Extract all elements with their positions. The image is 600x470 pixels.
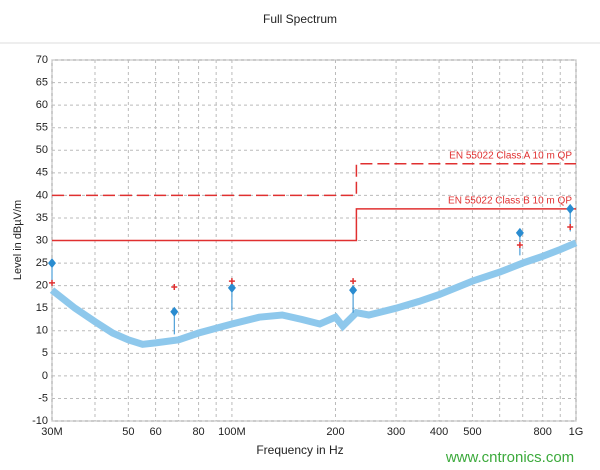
qp-marker xyxy=(227,282,236,293)
peak-marker xyxy=(516,242,523,249)
x-tick-label: 800 xyxy=(533,426,551,438)
limit-label: EN 55022 Class B 10 m QP xyxy=(448,196,572,207)
series-line xyxy=(52,163,576,197)
qp-marker xyxy=(515,227,524,238)
y-tick-label: 45 xyxy=(36,167,48,179)
y-tick-label: -10 xyxy=(32,415,48,427)
qp-marker xyxy=(349,285,358,296)
x-tick-label: 1G xyxy=(569,426,584,438)
qp-marker xyxy=(48,258,56,269)
x-tick-label: 500 xyxy=(463,426,481,438)
y-tick-label: 0 xyxy=(42,370,48,382)
x-tick-label: 60 xyxy=(149,426,161,438)
y-tick-label: 40 xyxy=(36,189,48,201)
peak-marker xyxy=(49,279,55,286)
series-line xyxy=(49,239,578,348)
x-tick-label: 80 xyxy=(192,426,204,438)
y-tick-label: 10 xyxy=(36,325,48,337)
peak-marker xyxy=(567,223,574,230)
y-tick-label: 55 xyxy=(36,122,48,134)
x-tick-label: 50 xyxy=(122,426,134,438)
limit-label: EN 55022 Class A 10 m QP xyxy=(449,150,572,161)
y-tick-label: 60 xyxy=(36,99,48,111)
y-tick-label: 15 xyxy=(36,302,48,314)
chart-title: Full Spectrum xyxy=(263,12,337,26)
y-axis-label: Level in dBµV/m xyxy=(12,200,24,280)
y-tick-label: 20 xyxy=(36,280,48,292)
peak-marker xyxy=(228,278,235,285)
peak-marker xyxy=(171,283,178,290)
x-tick-label: 300 xyxy=(387,426,405,438)
x-axis-label: Frequency in Hz xyxy=(256,443,343,457)
y-tick-label: 30 xyxy=(36,234,48,246)
y-tick-label: -5 xyxy=(38,392,48,404)
peak-marker xyxy=(350,278,357,285)
x-tick-label: 30M xyxy=(41,426,62,438)
qp-marker xyxy=(170,306,179,317)
x-tick-label: 200 xyxy=(326,426,344,438)
y-tick-label: 35 xyxy=(36,212,48,224)
y-tick-label: 25 xyxy=(36,257,48,269)
qp-marker xyxy=(566,203,575,214)
watermark: www.cntronics.com xyxy=(445,449,574,466)
y-tick-label: 65 xyxy=(36,76,48,88)
x-tick-label: 100M xyxy=(218,426,246,438)
y-tick-label: 5 xyxy=(42,347,48,359)
y-tick-label: 50 xyxy=(36,144,48,156)
x-tick-label: 400 xyxy=(430,426,448,438)
series-line xyxy=(52,208,576,242)
y-tick-label: 70 xyxy=(36,54,48,66)
